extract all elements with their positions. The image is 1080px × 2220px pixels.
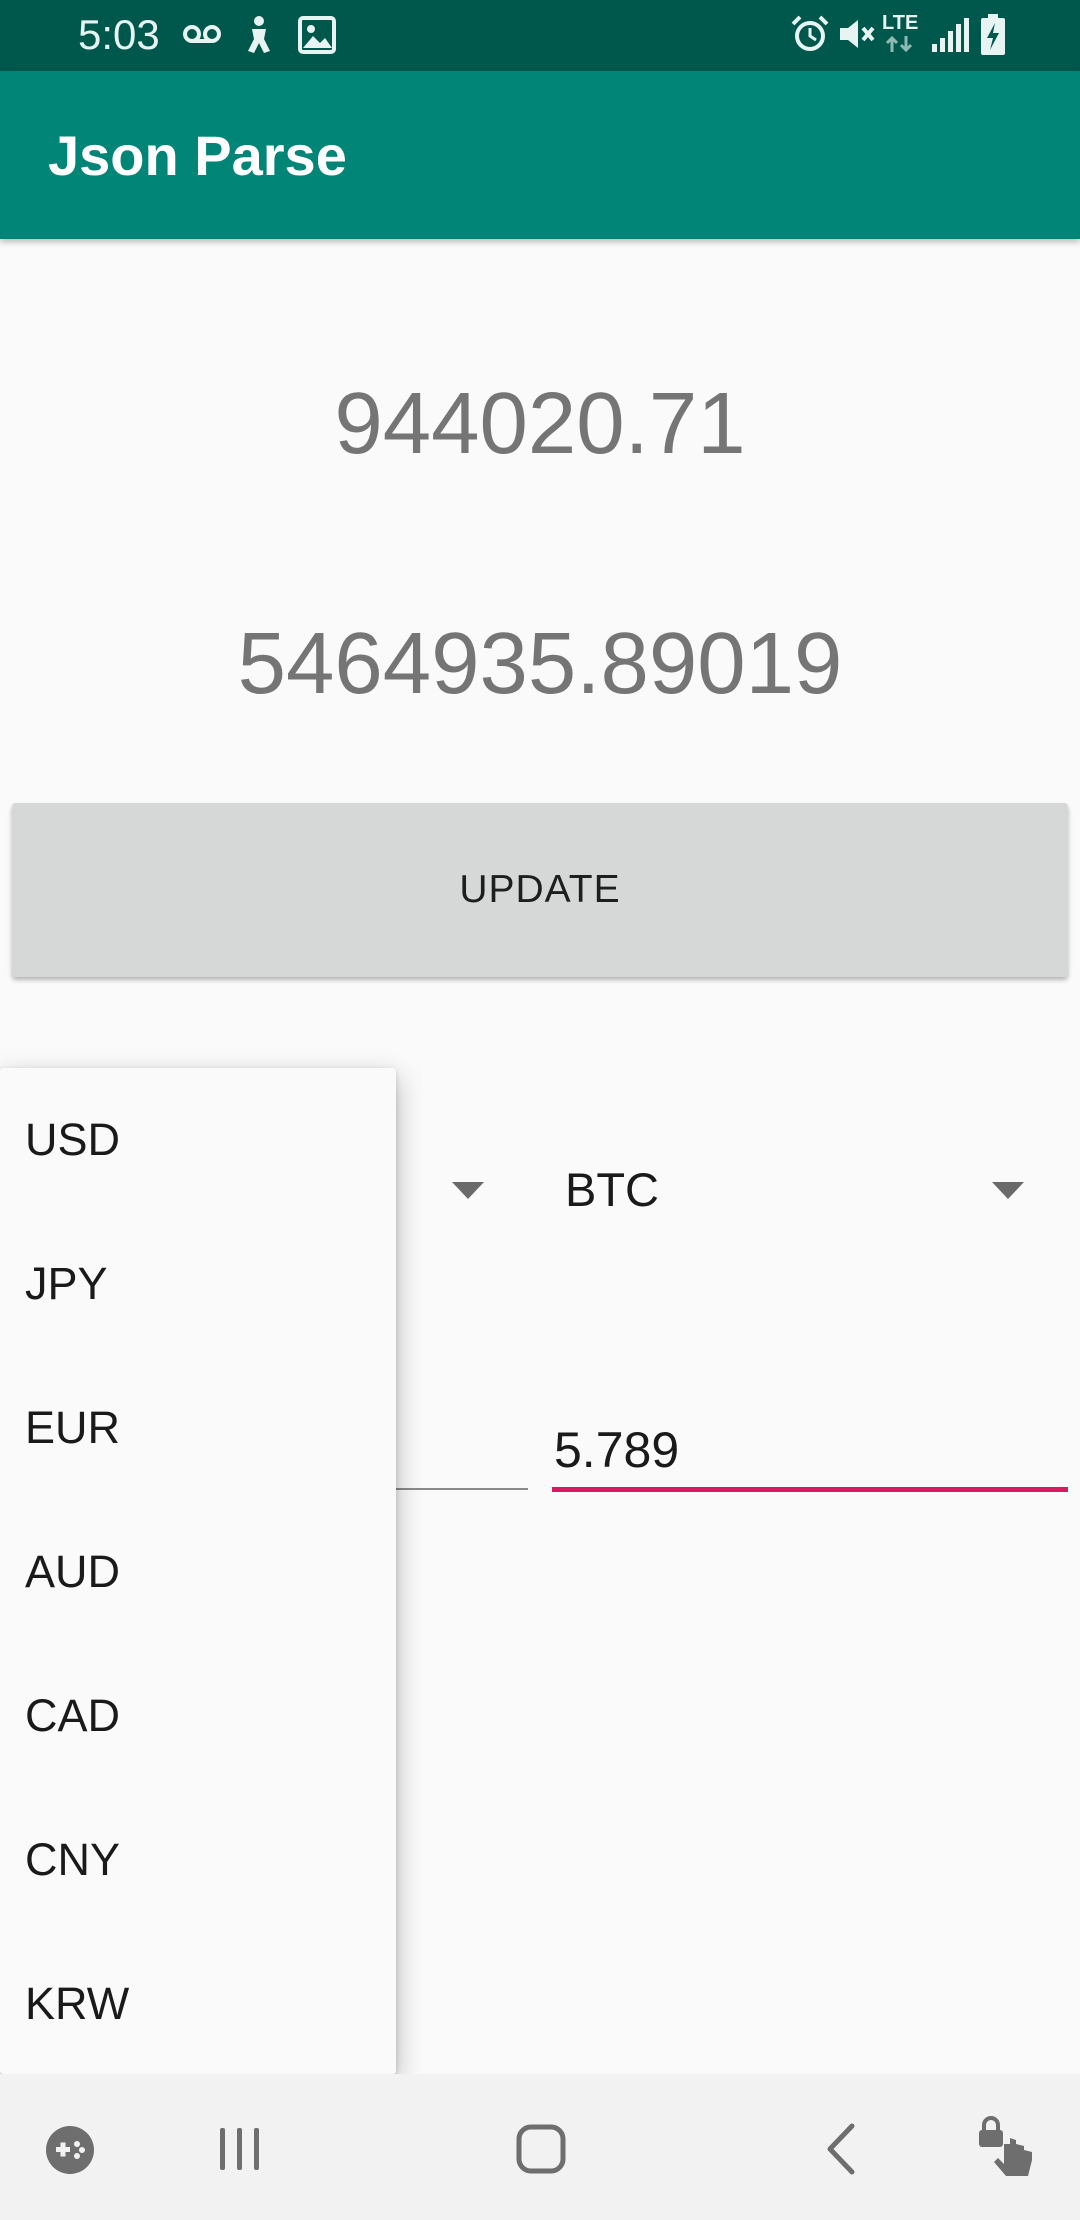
alarm-icon: [791, 15, 829, 51]
dropdown-item-label: EUR: [25, 1402, 121, 1453]
result-value-primary: 944020.71: [334, 375, 746, 472]
dropdown-item-label: CAD: [25, 1690, 121, 1741]
touch-lock-icon[interactable]: [976, 2116, 1038, 2180]
input-right[interactable]: 5.789: [552, 1412, 1068, 1492]
dropdown-item-cny[interactable]: CNY: [0, 1788, 396, 1932]
spinner-left[interactable]: [20, 1130, 528, 1250]
spinner-right[interactable]: [552, 1130, 1068, 1250]
status-time: 5:03: [78, 11, 160, 58]
battery-charging-icon: [981, 14, 1005, 55]
recents-icon[interactable]: [214, 2124, 266, 2174]
input-right-value: 5.789: [554, 1422, 680, 1478]
chevron-down-icon: [992, 1182, 1024, 1199]
status-bar: 5:03 LTE: [0, 0, 1080, 71]
dropdown-item-eur[interactable]: EUR: [0, 1356, 396, 1500]
input-right-underline: [552, 1487, 1068, 1492]
dropdown-item-label: USD: [25, 1114, 121, 1165]
home-icon[interactable]: [514, 2122, 568, 2176]
update-button[interactable]: UPDATE: [12, 803, 1068, 977]
dropdown-item-label: CNY: [25, 1834, 121, 1885]
game-tools-icon[interactable]: [44, 2124, 96, 2176]
voicemail-icon: [183, 25, 221, 43]
navigation-bar: [0, 2074, 1080, 2220]
app-bar: Json Parse: [0, 71, 1080, 239]
dropdown-item-label: JPY: [25, 1258, 108, 1309]
dropdown-item-aud[interactable]: AUD: [0, 1500, 396, 1644]
lte-label: LTE: [882, 12, 919, 34]
mute-icon: [840, 20, 875, 48]
currency-dropdown: USD JPY EUR AUD CAD CNY KRW: [0, 1068, 396, 2074]
lte-data-icon: LTE: [882, 12, 922, 56]
back-icon[interactable]: [822, 2122, 862, 2176]
dropdown-item-cad[interactable]: CAD: [0, 1644, 396, 1788]
dropdown-item-usd[interactable]: USD: [0, 1068, 396, 1212]
dropdown-item-jpy[interactable]: JPY: [0, 1212, 396, 1356]
chevron-down-icon: [452, 1182, 484, 1199]
dropdown-item-krw[interactable]: KRW: [0, 1932, 396, 2076]
dropdown-item-label: AUD: [25, 1546, 121, 1597]
spinner-right-selected: BTC: [565, 1163, 659, 1216]
update-button-label: UPDATE: [459, 868, 621, 911]
result-value-secondary: 5464935.89019: [237, 615, 843, 712]
data-arrows-icon: [885, 35, 913, 53]
image-icon: [298, 16, 336, 54]
dropdown-item-label: KRW: [25, 1978, 130, 2029]
accessibility-icon: [248, 16, 270, 53]
signal-icon: [932, 18, 969, 52]
app-title: Json Parse: [48, 124, 347, 187]
